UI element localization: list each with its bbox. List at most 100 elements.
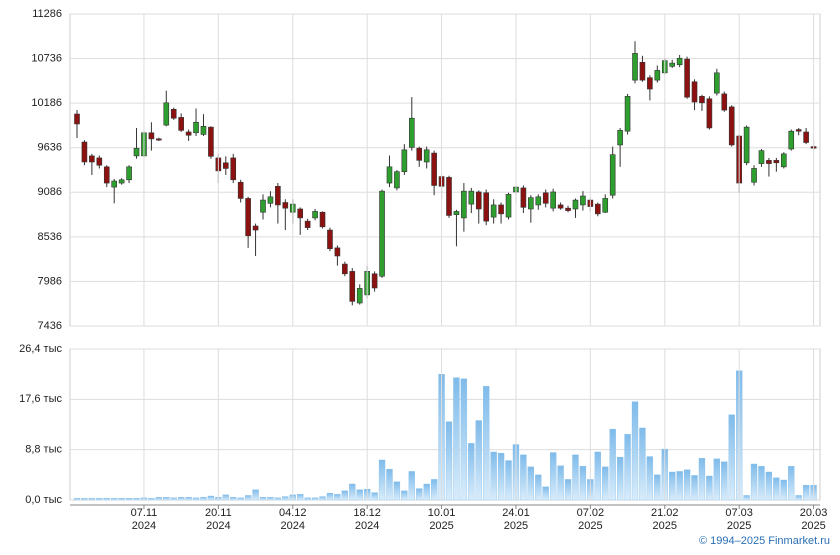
x-tick-label: 21.02 [651,507,679,519]
x-tick-label: 2025 [653,520,677,532]
volume-bar [88,498,96,501]
candle-body [386,166,393,184]
candle-body [788,130,795,150]
candle-body [780,153,787,168]
volume-bar [118,498,125,501]
volume-bar [460,378,468,501]
candle-body [111,180,117,188]
volume-bar [609,428,616,501]
volume-bar [750,463,758,501]
volume-bar [698,458,706,501]
y-tick-label: 9636 [38,142,62,154]
candle-body [371,273,378,289]
x-tick-label: 2025 [429,520,453,532]
volume-bar [542,486,549,501]
volume-bar [133,498,140,501]
candle-body [490,204,497,218]
volume-bar [378,459,386,501]
volume-bar [311,497,319,501]
volume-bar [326,492,334,501]
candle-body [758,150,765,164]
y-tick-label: 7436 [38,320,62,332]
candle-body [550,191,556,209]
candle-body [624,96,631,132]
volume-bar [572,454,579,501]
volume-bar [616,456,624,501]
candle-body [505,194,512,218]
candle-body [170,109,177,119]
candle-body [431,152,437,186]
candle-body [766,160,772,164]
candle-body [74,113,80,125]
volume-bar [185,496,192,501]
volume-bar [178,496,185,501]
volume-bar [319,496,326,501]
x-tick-label: 2024 [206,520,230,532]
candle-body [721,93,728,111]
volume-bar [259,496,267,501]
volume-bar [564,479,572,501]
volume-bar [520,454,527,501]
x-tick-label: 20.03 [800,507,828,519]
volume-bar [111,498,118,501]
candle-body [267,196,274,204]
candle-body [446,177,452,216]
candle-body [401,149,408,173]
volume-bar [297,494,304,501]
candle-body [230,157,237,181]
volume-bar [371,492,378,501]
candle-body [617,130,623,146]
candle-body [475,191,482,210]
volume-bar [445,421,453,501]
volume-bar [125,498,133,501]
candle-body [572,199,579,210]
volume-bar [155,496,162,501]
candle-body [691,81,698,103]
volume-bar [483,386,490,501]
candle-body [118,179,125,184]
volume-bar [654,474,661,501]
volume-bar [334,494,341,501]
volume-bar [252,489,259,501]
volume-bar [267,496,274,501]
volume-bar [356,489,363,501]
volume-bar [639,427,646,501]
volume-bar [401,490,408,501]
candle-body [416,147,423,161]
candle-body [483,192,490,222]
volume-bar [475,420,482,501]
volume-bar [170,497,177,501]
y-tick-label: 7986 [38,275,62,287]
candle-body [96,157,103,166]
candle-body [148,132,155,140]
volume-bar [683,469,691,501]
x-tick-label: 24.01 [502,507,530,519]
candle-body [319,211,326,228]
candle-body [349,271,356,302]
volume-bar [713,458,720,501]
candle-body [282,202,289,209]
x-tick-label: 2025 [578,520,602,532]
x-tick-label: 07.02 [577,507,605,519]
candle-body [237,181,244,199]
volume-bar [73,498,81,501]
candle-body [535,196,542,206]
volume-bar [527,466,534,501]
candle-body [632,53,638,81]
volume-bar [497,452,505,501]
volume-bar [706,475,713,501]
candle-body [751,168,757,183]
volume-bar [594,451,601,501]
y-tick-label: 9086 [38,186,62,198]
x-tick-label: 2025 [801,520,825,532]
x-tick-label: 18.12 [353,507,381,519]
candle-body [126,166,132,181]
volume-bar [192,497,200,501]
volume-bar [602,466,609,501]
volume-bar [631,401,639,501]
volume-bar [743,495,750,501]
volume-bar [282,496,289,501]
y-tick-label: 11286 [32,8,62,20]
volume-bar [163,496,170,501]
candle-body [528,197,534,210]
